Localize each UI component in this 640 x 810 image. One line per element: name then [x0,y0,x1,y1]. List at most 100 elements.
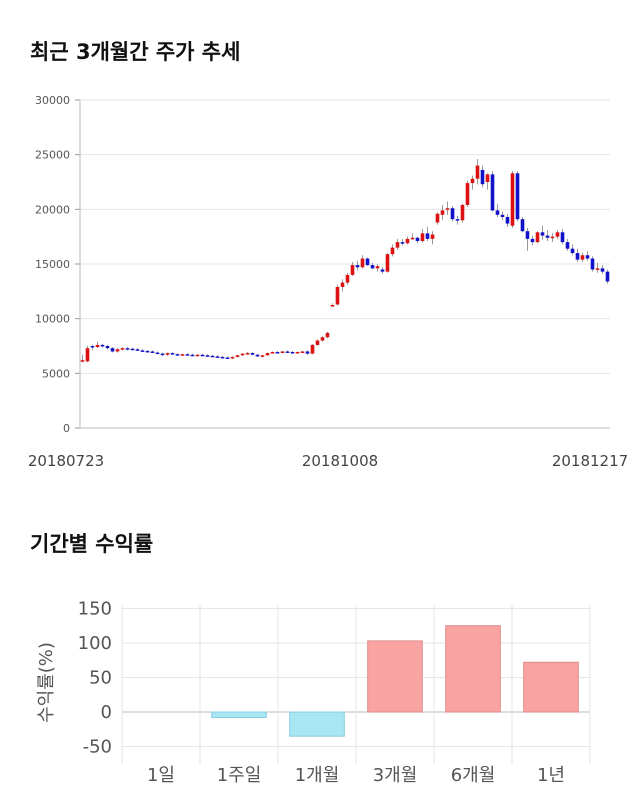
candle-body [145,350,150,353]
candle-body [315,340,320,345]
candle-body [230,356,235,359]
y-tick-label: 5000 [42,367,70,380]
candle-body [120,348,125,350]
candle-body [550,236,555,239]
candle-body [555,232,560,237]
candle-body [155,352,160,355]
candle-body [235,355,240,357]
candle-body [410,237,415,240]
candle-body [170,353,175,355]
candle-body [160,353,165,356]
x-tick-label: 1년 [537,765,565,786]
candle-body [290,352,295,354]
candle-body [450,208,455,220]
return-bar [211,711,267,719]
candle-body [525,231,530,239]
candle-body [540,232,545,236]
candle-body [205,355,210,357]
x-tick-label: 6개월 [451,765,496,786]
x-tick-label: 20180723 [28,452,104,470]
candle-body [260,355,265,357]
candle-body [515,173,520,220]
candle-body [140,350,145,352]
candle-body [365,258,370,266]
candle-body [335,286,340,305]
candle-body [340,282,345,287]
candle-body [395,242,400,248]
candle-body [220,356,225,359]
candle-body [175,354,180,356]
candle-body [110,348,115,352]
candle-body [380,269,385,272]
candle-body [185,354,190,356]
returns-chart-title: 기간별 수익률 [30,532,154,556]
y-axis-label: 수익률(%) [36,642,57,723]
candle-body [415,237,420,242]
candle-body [400,242,405,244]
candle-body [440,210,445,215]
candle-body [200,354,205,357]
y-tick-label: 100 [78,633,112,654]
y-tick-label: 0 [63,422,70,435]
candle-body [575,253,580,260]
candle-body [580,255,585,260]
y-tick-label: 150 [78,598,112,619]
candle-body [245,353,250,355]
candle-body [560,232,565,243]
candle-body [165,353,170,355]
candle-body [595,268,600,270]
candle-body [240,353,245,356]
candle-body [190,354,195,357]
candle-body [510,173,515,226]
y-tick-label: 0 [101,702,112,723]
candle-body [130,348,135,351]
candle-body [85,348,90,362]
y-tick-label: 30000 [35,94,70,107]
candle-body [590,258,595,270]
candle-body [80,360,85,362]
candle-body [90,346,95,348]
candle-body [350,265,355,275]
candle-body [385,254,390,272]
candle-body [520,219,525,232]
y-tick-label: 20000 [35,203,70,216]
candle-body [105,346,110,349]
candle-body [375,266,380,269]
candle-body [280,351,285,353]
candle-body [180,354,185,356]
candle-body [95,344,100,348]
candle-body [530,238,535,243]
candle-body [270,352,275,354]
y-tick-label: 50 [89,668,112,689]
return-bar [445,625,501,713]
candle-body [295,352,300,354]
candle-body [360,258,365,268]
price-chart-title: 최근 3개월간 주가 추세 [30,40,241,64]
candle-body [455,219,460,221]
candle-body [100,344,105,347]
candle-body [435,213,440,223]
candle-body [445,208,450,210]
candle-body [150,351,155,353]
y-tick-label: 15000 [35,258,70,271]
candle-body [325,332,330,338]
candle-body [215,356,220,358]
candle-body [545,235,550,238]
candle-body [370,265,375,269]
x-tick-label: 1일 [147,765,175,786]
candle-body [425,233,430,239]
y-tick-label: 25000 [35,149,70,162]
x-tick-label: 20181008 [302,452,378,470]
candle-body [255,354,260,357]
candle-body [480,169,485,185]
candle-body [345,274,350,283]
candle-body [405,238,410,244]
candle-body [320,337,325,341]
candle-body [265,353,270,356]
candle-body [470,178,475,184]
x-tick-label: 20181217 [552,452,628,470]
candle-body [490,174,495,211]
candle-body [475,165,480,179]
candle-body [125,348,130,350]
